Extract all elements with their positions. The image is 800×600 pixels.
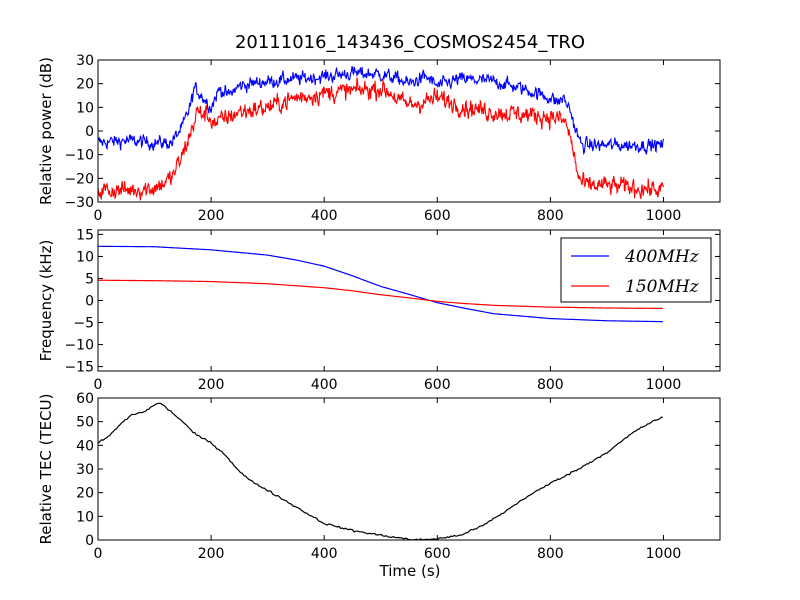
frequency-x-tick-label: 200 <box>198 377 225 393</box>
tec-y-tick-label: 50 <box>76 415 94 431</box>
legend-label-150mhz: 150MHz <box>625 277 700 297</box>
tec-x-tick-label: 0 <box>94 546 103 562</box>
legend-box <box>560 237 712 303</box>
frequency-y-tick-label: 5 <box>85 271 94 287</box>
tec-y-tick-label: 60 <box>76 391 94 407</box>
tec-x-tick-label: 600 <box>424 546 451 562</box>
power-panel: 0 200 400 600 800 1000 −30 −20 −10 0 10 20 30 Relativ… <box>37 53 721 224</box>
frequency-x-tick-label: 400 <box>311 377 338 393</box>
power-y-axis-label: Relative power (dB) <box>37 57 55 205</box>
power-y-tick-label: 30 <box>76 53 94 69</box>
frequency-y-tick-label: 10 <box>76 249 94 265</box>
tec-x-tick-label: 800 <box>537 546 564 562</box>
power-x-tick-label: 1000 <box>646 208 682 224</box>
power-x-tick-label: 0 <box>94 208 103 224</box>
power-y-tick-label: 10 <box>76 100 94 116</box>
tec-y-tick-label: 30 <box>76 462 94 478</box>
frequency-series-line-400mhz <box>98 245 663 323</box>
tec-y-tick-label: 10 <box>76 509 94 525</box>
power-series-line-series-1 <box>98 66 664 156</box>
power-x-tick-label: 200 <box>198 208 225 224</box>
frequency-x-tick-label: 800 <box>537 377 564 393</box>
frequency-y-axis-label: Frequency (kHz) <box>37 240 55 362</box>
frequency-y-tick-label: 15 <box>76 227 94 243</box>
power-x-tick-label: 800 <box>537 208 564 224</box>
legend-label-400mhz: 400MHz <box>624 247 700 267</box>
power-y-tick-label: 0 <box>85 124 94 140</box>
power-y-tick-label: 20 <box>76 77 94 93</box>
tec-y-tick-label: 20 <box>76 486 94 502</box>
frequency-y-tick-label: −15 <box>64 360 94 376</box>
tec-y-tick-label: 40 <box>76 438 94 454</box>
tec-series-line-series-1 <box>98 402 663 540</box>
power-x-tick-label: 600 <box>424 208 451 224</box>
frequency-series-group <box>98 245 663 323</box>
tec-x-tick-label: 400 <box>311 546 338 562</box>
frequency-y-tick-label: −10 <box>64 338 94 354</box>
tec-x-tick-label: 200 <box>198 546 225 562</box>
power-x-tick-label: 400 <box>311 208 338 224</box>
power-y-tick-label: −30 <box>64 195 94 211</box>
frequency-legend: 400MHz 150MHz <box>560 237 712 303</box>
tec-y-tick-label: 0 <box>85 533 94 549</box>
frequency-series-line-150mhz <box>98 279 663 310</box>
tec-y-axis-label: Relative TEC (TECU) <box>37 394 55 545</box>
tec-series-group <box>98 402 663 540</box>
power-y-tick-label: −20 <box>64 171 94 187</box>
figure-title: 20111016_143436_COSMOS2454_TRO <box>235 32 585 53</box>
x-axis-label: Time (s) <box>379 562 441 580</box>
frequency-x-tick-label: 1000 <box>646 377 682 393</box>
tec-panel: 0 200 400 600 800 1000 0 10 20 30 40 50 60 Relative T… <box>37 391 721 562</box>
frequency-x-tick-label: 600 <box>424 377 451 393</box>
power-series-group <box>98 66 664 201</box>
power-series-line-series-2 <box>98 77 664 201</box>
frequency-panel: 0 200 400 600 800 1000 −15 −10 −5 0 5 10 15 Frequency… <box>37 227 721 393</box>
frequency-y-tick-label: 0 <box>85 294 94 310</box>
frequency-x-tick-label: 0 <box>94 377 103 393</box>
frequency-y-tick-label: −5 <box>73 316 94 332</box>
power-y-tick-label: −10 <box>64 148 94 164</box>
tec-x-tick-label: 1000 <box>646 546 682 562</box>
